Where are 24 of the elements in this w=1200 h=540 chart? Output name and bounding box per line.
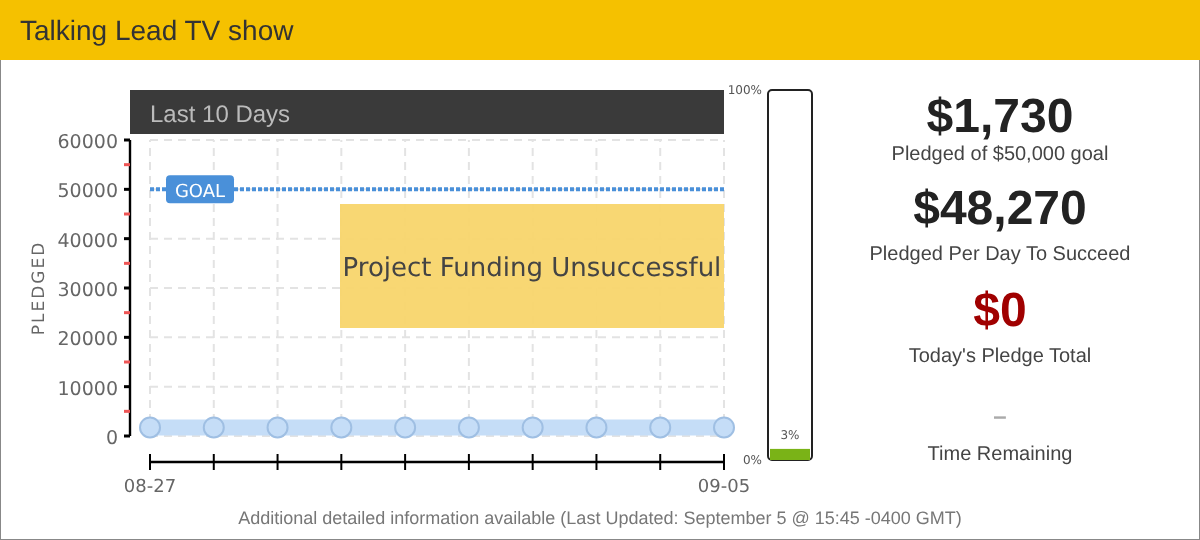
chart-title: Talking Lead TV show (20, 14, 296, 46)
y-tick-label: 50000 (57, 181, 118, 204)
y-tick-label: 0 (105, 428, 118, 450)
status-banner: Project Funding Unsuccessful (340, 204, 724, 328)
y-tick-label: 30000 (57, 280, 118, 302)
y-axis-title: PLEDGED (30, 240, 50, 336)
x-tick-label: 09-05 (697, 478, 751, 498)
text: Additional detailed information available (Last Updated: September 5 @ 15:45 -0400 GMT) (238, 508, 962, 528)
text: Today's Pledge Total (908, 346, 1092, 368)
text: – (993, 402, 1008, 430)
x-tick-label: 08-27 (123, 478, 177, 498)
ref-line-label: GOAL (174, 183, 226, 204)
text: $0 (973, 284, 1027, 338)
y-tick-label: 40000 (57, 230, 118, 253)
text: $1,730 (926, 90, 1074, 144)
annotation: Project Funding Unsuccessful (342, 254, 722, 284)
y-tick-label: 10000 (57, 378, 118, 401)
y-tick-label: 60000 (57, 132, 118, 154)
text: $48,270 (913, 182, 1087, 236)
y-tick-label: 20000 (57, 329, 118, 352)
chart-subtitle: Last 10 Days (150, 100, 291, 128)
text: Pledged of $50,000 goal (891, 144, 1109, 166)
text: Pledged Per Day To Succeed (869, 244, 1131, 266)
text: Time Remaining (927, 444, 1073, 466)
